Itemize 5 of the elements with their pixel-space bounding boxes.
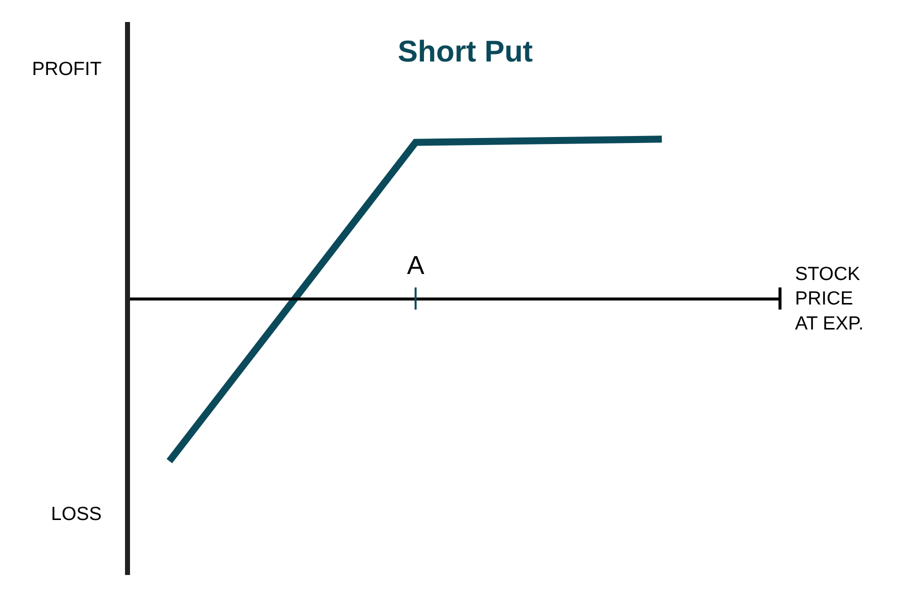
annotation: A <box>407 250 425 280</box>
chart-title: Short Put <box>398 36 533 68</box>
x-axis-title: STOCK PRICE AT EXP. <box>795 264 864 334</box>
text: PROFIT <box>32 59 102 80</box>
text: LOSS <box>51 504 102 525</box>
